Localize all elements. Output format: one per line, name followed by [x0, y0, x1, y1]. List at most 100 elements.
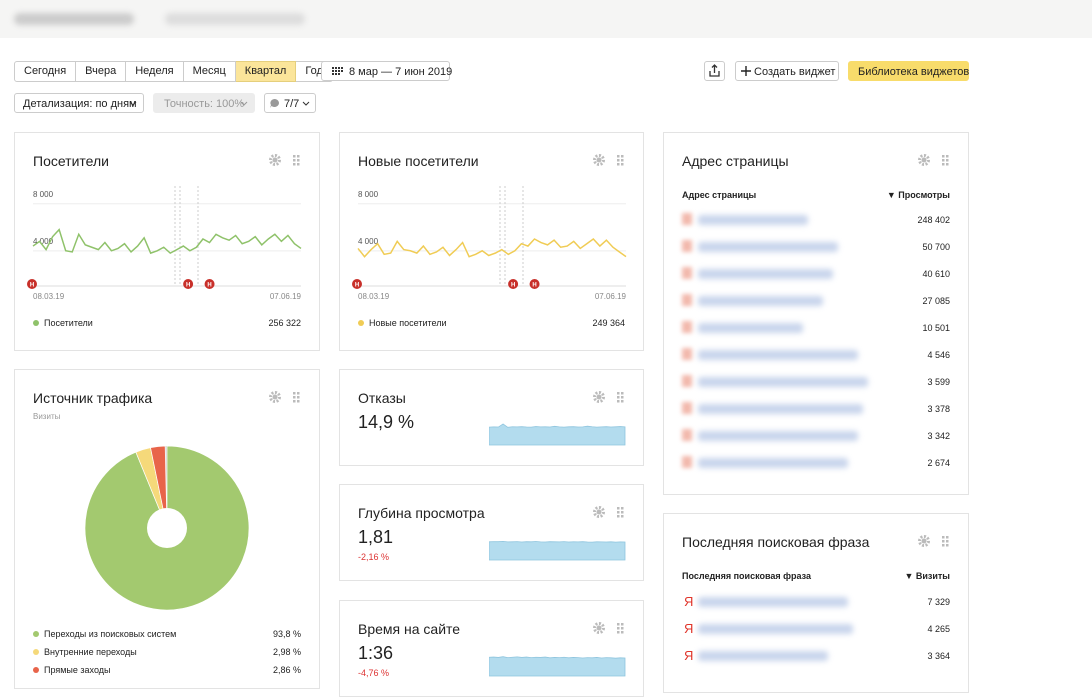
library-button[interactable]: Библиотека виджетов — [848, 61, 969, 81]
drag-handle — [621, 631, 624, 634]
metric-change: -4,76 % — [358, 668, 390, 678]
drag-handle — [617, 155, 620, 158]
legend-label: Новые посетители — [369, 318, 447, 328]
x-start-label: 08.03.19 — [358, 292, 390, 301]
export-button[interactable] — [704, 61, 725, 81]
legend-item: Прямые заходы 2,86 % — [33, 665, 301, 675]
legend-label: Переходы из поисковых систем — [44, 629, 177, 639]
settings-icon-core — [596, 394, 602, 400]
settings-icon-core — [596, 625, 602, 631]
period-button[interactable]: Месяц — [183, 61, 236, 82]
annotation-marker — [204, 279, 215, 289]
settings-icon — [918, 154, 930, 166]
traffic-widget: Источник трафика Визиты Переходы из поиско… — [14, 369, 320, 689]
total: 256 322 — [268, 318, 301, 328]
drag-handle — [617, 515, 620, 518]
detail-dropdown[interactable]: Детализация: по дням — [14, 93, 144, 113]
annotation-marker — [27, 279, 37, 289]
settings-icon-core — [596, 509, 602, 515]
drag-handle — [621, 155, 624, 158]
period-button[interactable]: Сегодня — [14, 61, 77, 82]
annotation-label: Н — [511, 283, 515, 289]
blurred-tab — [165, 13, 305, 25]
drag-handle — [621, 627, 624, 630]
blurred-phrase — [698, 651, 828, 661]
widget-title: Адрес страницы — [682, 153, 789, 169]
line-chart: 4 000 8 000 Н Н Н 08.03.19 07.06.19 — [27, 186, 302, 301]
widget-icons — [269, 391, 300, 403]
blurred-url — [698, 242, 838, 252]
settings-icon-core — [921, 157, 927, 163]
settings-icon — [918, 535, 930, 547]
metric-value: 1:36 — [358, 643, 394, 663]
visits-value: 3 364 — [927, 651, 950, 661]
widget-icons — [918, 154, 949, 166]
segments-label: 7/7 — [284, 98, 300, 110]
engine-icon: Я — [684, 594, 694, 609]
blurred-phrase — [698, 597, 848, 607]
favicon — [682, 321, 692, 333]
drag-handle — [293, 163, 296, 166]
blurred-url — [698, 458, 848, 468]
legend-dot — [33, 649, 39, 655]
drag-handle — [942, 159, 945, 162]
blurred-url — [698, 269, 833, 279]
blurred-url — [698, 404, 863, 414]
settings-icon-core — [272, 157, 278, 163]
settings-icon — [593, 506, 605, 518]
settings-icon — [593, 622, 605, 634]
widget-icons — [593, 391, 624, 403]
period-button[interactable]: Неделя — [126, 61, 184, 82]
drag-handle — [617, 392, 620, 395]
export-icon — [709, 64, 720, 77]
favicon — [682, 348, 692, 360]
create-widget-button[interactable]: Создать виджет — [735, 61, 839, 81]
drag-handle — [946, 159, 949, 162]
drag-handle — [942, 544, 945, 547]
drag-handle — [293, 159, 296, 162]
column-header: Адрес страницы — [682, 190, 757, 200]
blurred-url — [698, 377, 868, 387]
views-value: 3 599 — [927, 377, 950, 387]
drag-handle — [942, 540, 945, 543]
segments-dropdown[interactable]: 7/7 — [264, 93, 316, 113]
accuracy-label: Точность: 100% — [164, 98, 245, 110]
widget-title: Источник трафика — [33, 390, 153, 406]
engine-icon: Я — [684, 648, 694, 663]
accuracy-dropdown[interactable]: Точность: 100% — [153, 93, 255, 113]
column-header: Последняя поисковая фраза — [682, 571, 811, 581]
bounce-widget: Отказы 14,9 % — [339, 369, 644, 466]
drag-handle — [297, 400, 300, 403]
x-end-label: 07.06.19 — [595, 292, 627, 301]
annotation-marker — [183, 279, 194, 289]
drag-handle — [946, 536, 949, 539]
period-button[interactable]: Квартал — [235, 61, 297, 82]
search-widget: Последняя поисковая фраза Последняя поиск… — [663, 513, 969, 693]
drag-handle — [617, 396, 620, 399]
plus-icon — [741, 66, 751, 76]
favicon — [682, 240, 692, 252]
line-chart: 4 000 8 000 Н Н Н 08.03.19 07.06.19 — [352, 186, 627, 301]
y-tick-label: 8 000 — [33, 190, 54, 199]
views-value: 248 402 — [917, 215, 950, 225]
drag-handle — [621, 623, 624, 626]
drag-handle — [621, 511, 624, 514]
drag-handle — [617, 159, 620, 162]
period-button[interactable]: Вчера — [76, 61, 127, 82]
date-range-button[interactable]: 8 мар — 7 июн 2019 — [321, 61, 453, 81]
date-range: 8 мар — 7 июн 2019 — [349, 66, 453, 78]
blurred-url — [698, 323, 803, 333]
drag-handle — [297, 392, 300, 395]
column-header: ▼ Просмотры — [886, 190, 950, 200]
widget-title: Глубина просмотра — [358, 505, 485, 521]
sparkline-area — [489, 423, 626, 446]
legend-label: Посетители — [44, 318, 93, 328]
favicon — [682, 375, 692, 387]
period-selector: Сегодня Вчера Неделя Месяц Квартал Год — [14, 61, 333, 82]
drag-handle — [617, 511, 620, 514]
views-value: 50 700 — [922, 242, 950, 252]
drag-handle — [942, 163, 945, 166]
sparkline — [489, 423, 626, 446]
legend-dot — [33, 320, 39, 326]
favicon — [682, 294, 692, 306]
